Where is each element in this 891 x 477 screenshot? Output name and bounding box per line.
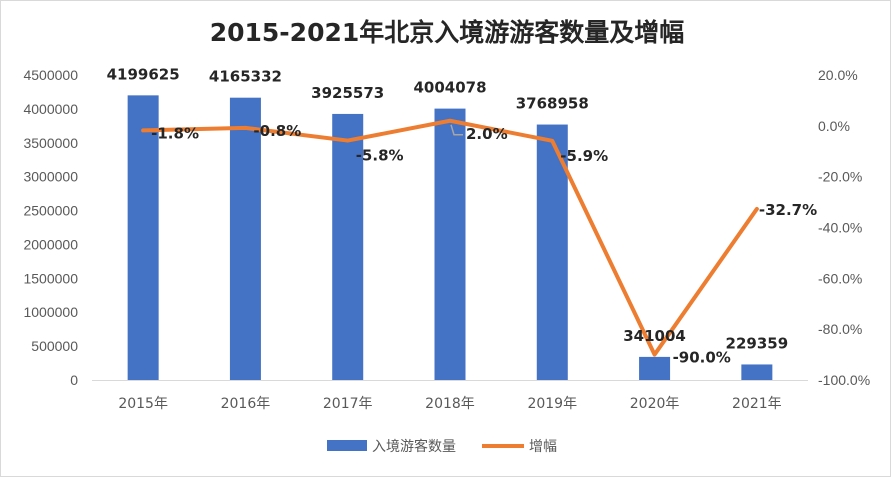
growth-value-label: -0.8% xyxy=(253,122,301,140)
category-label: 2020年 xyxy=(630,396,680,412)
left-tick-label: 2500000 xyxy=(23,203,78,219)
bar-value-label: 4199625 xyxy=(107,65,180,83)
legend-bar-swatch xyxy=(327,440,367,451)
category-labels: 2015年 2016年 2017年 2018年 2019年 2020年 2021年 xyxy=(118,396,781,412)
bar xyxy=(536,124,568,380)
label-leader-line xyxy=(450,124,463,136)
bars xyxy=(127,95,773,381)
bar xyxy=(741,364,773,380)
bar xyxy=(434,108,466,380)
left-axis-ticks: 0 500000 1000000 1500000 2000000 2500000 30000… xyxy=(23,67,78,388)
category-label: 2019年 xyxy=(527,396,577,412)
right-tick-label: -80.0% xyxy=(818,321,862,337)
bar xyxy=(229,97,261,381)
right-tick-label: -20.0% xyxy=(818,169,862,185)
bar-value-label: 229359 xyxy=(726,334,789,352)
right-tick-label: -40.0% xyxy=(818,220,862,236)
category-label: 2018年 xyxy=(425,396,475,412)
left-tick-label: 3500000 xyxy=(23,135,78,151)
left-tick-label: 4500000 xyxy=(23,67,78,83)
bar-value-label: 341004 xyxy=(623,327,686,345)
growth-line-layer xyxy=(141,118,759,357)
bar-value-label: 3925573 xyxy=(311,84,384,102)
left-tick-label: 1500000 xyxy=(23,270,78,286)
legend: 入境游客数量 增幅 xyxy=(327,438,557,455)
category-label: 2016年 xyxy=(221,396,271,412)
growth-value-label: -5.8% xyxy=(356,147,404,165)
bar xyxy=(127,95,159,380)
category-label: 2017年 xyxy=(323,396,373,412)
right-tick-label: -100.0% xyxy=(818,372,870,388)
chart-title: 2015-2021年北京入境游游客数量及增幅 xyxy=(210,18,685,47)
right-tick-label: 20.0% xyxy=(818,67,858,83)
growth-value-label: -90.0% xyxy=(673,349,731,367)
left-tick-label: 4000000 xyxy=(23,101,78,117)
category-label: 2015年 xyxy=(118,396,168,412)
growth-line xyxy=(141,118,759,357)
bar xyxy=(639,356,671,380)
left-tick-label: 1000000 xyxy=(23,304,78,320)
legend-bar-label: 入境游客数量 xyxy=(372,438,456,455)
bar xyxy=(332,113,364,381)
right-tick-label: -60.0% xyxy=(818,270,862,286)
bar-value-label: 4004078 xyxy=(413,79,486,97)
left-tick-label: 0 xyxy=(70,372,78,388)
growth-value-label: 2.0% xyxy=(466,125,508,143)
left-tick-label: 500000 xyxy=(31,338,78,354)
left-tick-label: 3000000 xyxy=(23,169,78,185)
growth-value-label: -32.7% xyxy=(759,201,817,219)
right-axis-ticks: -100.0% -80.0% -60.0% -40.0% -20.0% 0.0% 20.0% xyxy=(818,67,870,388)
bar-value-labels: 4199625 4165332 3925573 4004078 3768958 34100… xyxy=(107,65,789,352)
growth-value-label: -5.9% xyxy=(560,147,608,165)
left-tick-label: 2000000 xyxy=(23,236,78,252)
growth-value-label: -1.8% xyxy=(151,124,199,142)
growth-value-labels: -1.8% -0.8% -5.8% 2.0% -5.9% -90.0% -32.7% xyxy=(151,122,817,367)
legend-line-label: 增幅 xyxy=(529,439,557,455)
right-tick-label: 0.0% xyxy=(818,118,850,134)
bar-value-label: 4165332 xyxy=(209,68,282,86)
bar-value-label: 3768958 xyxy=(516,95,589,113)
category-label: 2021年 xyxy=(732,396,782,412)
